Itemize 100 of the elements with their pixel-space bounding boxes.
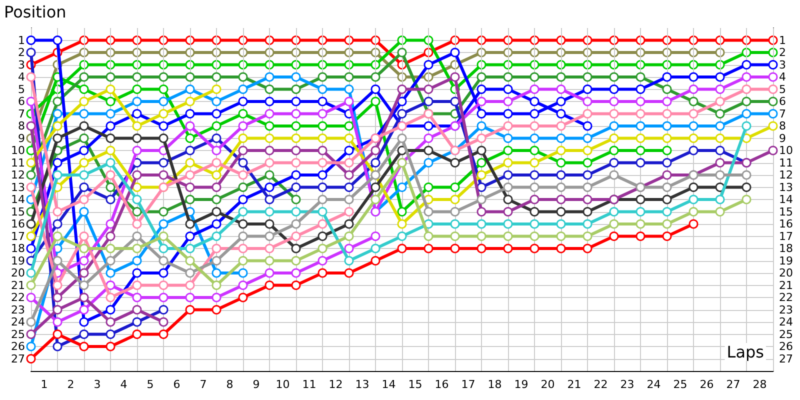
point (132, 244, 142, 254)
point (450, 244, 460, 254)
point (370, 146, 380, 156)
point (662, 121, 672, 131)
x-tick-label: 20 (540, 378, 555, 391)
point (503, 232, 513, 241)
point (742, 60, 752, 70)
point (52, 170, 62, 180)
point (79, 305, 89, 314)
point (26, 158, 36, 168)
point (556, 244, 566, 254)
point (185, 182, 195, 192)
point (26, 292, 36, 302)
point (106, 121, 116, 131)
point (79, 72, 89, 82)
point (264, 146, 274, 156)
point (264, 170, 274, 180)
point (158, 256, 168, 266)
point (476, 121, 486, 131)
point (450, 219, 460, 229)
point (158, 280, 168, 290)
point (636, 158, 646, 168)
point (106, 330, 116, 339)
point (185, 158, 195, 168)
point (132, 194, 142, 204)
point (742, 109, 752, 118)
x-tick-label: 21 (567, 378, 582, 391)
point (158, 305, 168, 314)
point (370, 158, 380, 168)
point (26, 121, 36, 131)
point (715, 207, 725, 216)
y2-tick-label: 16 (779, 218, 793, 230)
point (582, 244, 592, 254)
point (556, 219, 566, 229)
point (106, 158, 116, 168)
point (662, 194, 672, 204)
point (530, 121, 540, 131)
point (132, 207, 142, 216)
point (291, 72, 301, 82)
point (185, 146, 195, 156)
point (556, 84, 566, 94)
point (212, 170, 222, 180)
point (582, 96, 592, 106)
point (52, 256, 62, 266)
point (742, 96, 752, 106)
point (397, 84, 407, 94)
point (609, 232, 619, 241)
y-tick-label: 8 (18, 120, 25, 132)
point (238, 121, 248, 131)
point (52, 305, 62, 314)
point (688, 146, 698, 156)
point (79, 244, 89, 254)
point (132, 182, 142, 192)
point (26, 342, 36, 352)
x-tick-label: 28 (752, 378, 767, 391)
point (291, 219, 301, 229)
point (264, 158, 274, 168)
point (636, 146, 646, 156)
point (26, 170, 36, 180)
point (185, 72, 195, 82)
point (503, 207, 513, 216)
point (318, 146, 328, 156)
y2-tick-label: 8 (779, 120, 786, 132)
y2-tick-label: 13 (779, 180, 793, 194)
x-axis-title: Laps (726, 342, 764, 362)
point (132, 109, 142, 118)
point (106, 146, 116, 156)
point (185, 84, 195, 94)
point (238, 170, 248, 180)
point (662, 109, 672, 118)
point (264, 121, 274, 131)
point (636, 121, 646, 131)
point (530, 146, 540, 156)
point (715, 109, 725, 118)
point (185, 109, 195, 118)
y2-tick-label: 25 (779, 328, 793, 341)
point (318, 207, 328, 216)
y-tick-label: 15 (11, 205, 25, 218)
point (476, 84, 486, 94)
point (397, 182, 407, 192)
point (662, 84, 672, 94)
point (715, 170, 725, 180)
point (318, 134, 328, 143)
point (715, 158, 725, 168)
point (530, 194, 540, 204)
x-tick-label: 4 (120, 378, 128, 391)
point (79, 207, 89, 216)
point (238, 84, 248, 94)
point (106, 280, 116, 290)
point (106, 72, 116, 82)
point (530, 244, 540, 254)
point (424, 134, 434, 143)
point (715, 134, 725, 143)
point (424, 232, 434, 241)
point (79, 109, 89, 118)
point (212, 244, 222, 254)
point (688, 134, 698, 143)
point (556, 109, 566, 118)
point (185, 134, 195, 143)
point (132, 292, 142, 302)
